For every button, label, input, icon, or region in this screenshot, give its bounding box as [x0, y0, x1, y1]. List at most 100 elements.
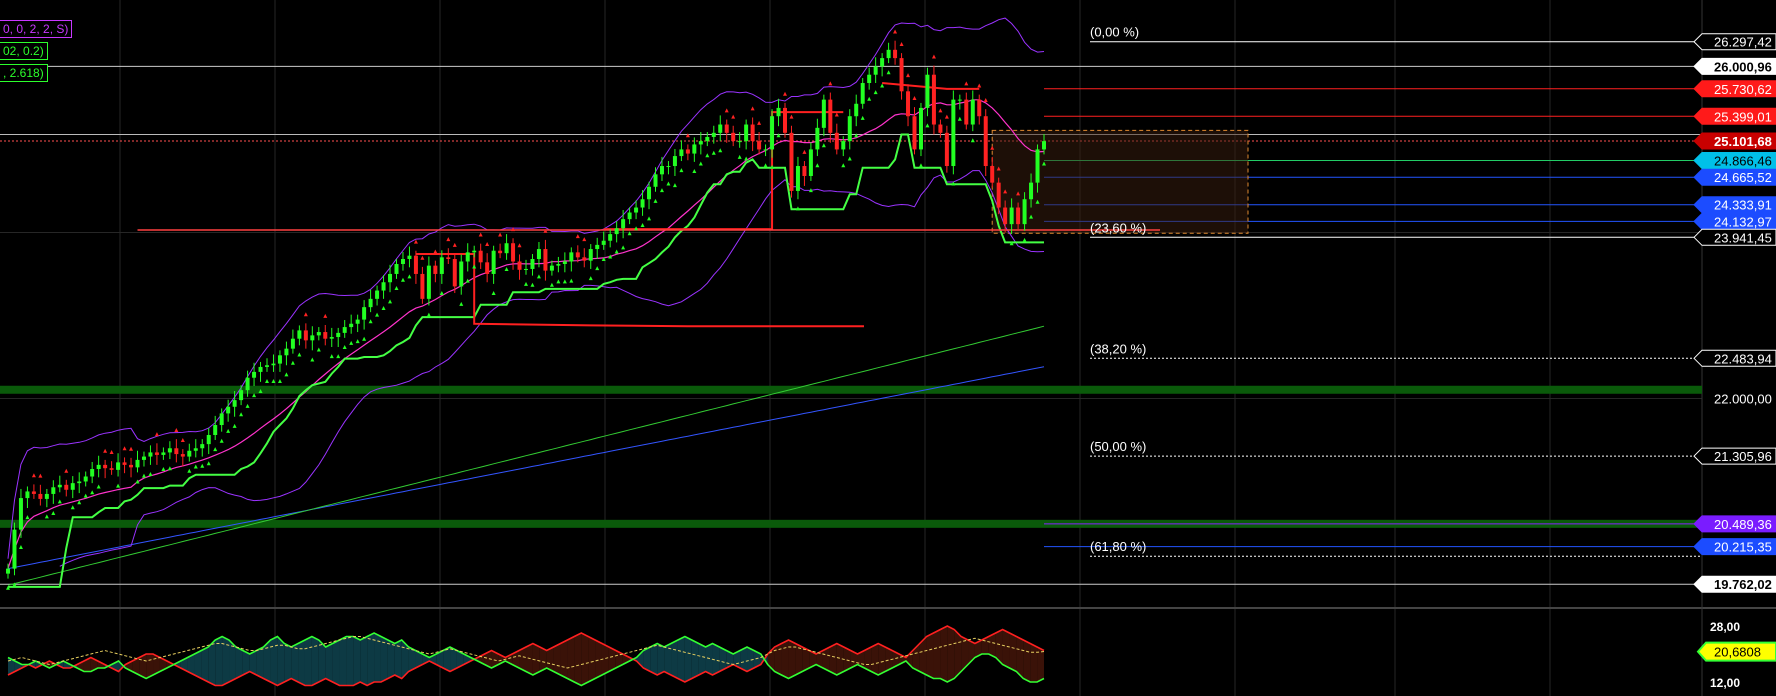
- oscillator-fill: [484, 650, 492, 668]
- candle-body: [336, 332, 341, 338]
- candle-body: [718, 124, 723, 133]
- sar-dot: [498, 232, 503, 237]
- sar-dot: [388, 299, 393, 304]
- oscillator-fill: [346, 636, 354, 686]
- candle-body: [776, 107, 781, 117]
- sar-dot: [925, 123, 930, 128]
- price-axis[interactable]: 26.297,42 26.000,96 25.730,62 25.399,01 25.1…: [1693, 33, 1776, 593]
- oscillator-fill: [788, 640, 796, 679]
- resistance-line: [603, 111, 844, 231]
- sar-dot: [808, 188, 813, 193]
- oscillator-fill: [360, 636, 368, 686]
- candle-body: [180, 454, 185, 457]
- sar-dot: [174, 428, 179, 433]
- sar-dot: [70, 505, 75, 510]
- oscillator-fill: [63, 661, 71, 668]
- legend-indicator-3[interactable]: , 2.618): [0, 64, 48, 82]
- oscillator-fill: [415, 650, 423, 668]
- candle-body: [789, 132, 794, 191]
- sar-dot: [841, 163, 846, 168]
- candle-body: [517, 261, 522, 270]
- sar-dot: [815, 163, 820, 168]
- candle-body: [1042, 141, 1046, 150]
- sar-dot: [252, 393, 257, 398]
- oscillator-fill: [740, 647, 748, 672]
- oscillator-fill: [408, 647, 416, 672]
- sar-dot: [595, 266, 600, 271]
- oscillator-fill: [291, 643, 299, 682]
- sar-dot: [672, 183, 677, 188]
- candle-body: [957, 99, 962, 101]
- sar-dot: [1003, 189, 1008, 194]
- sar-dot: [556, 279, 561, 284]
- candle-body: [1016, 207, 1021, 225]
- candle-body: [167, 448, 172, 453]
- legend-indicator-1[interactable]: 0, 0, 2, 2, S): [0, 20, 73, 38]
- di-minus-line: [7, 625, 1045, 687]
- sar-dot: [439, 291, 444, 296]
- oscillator-current-value: 20,6808: [1714, 645, 1761, 660]
- sar-dot: [420, 255, 425, 260]
- candle-body: [627, 212, 632, 220]
- candle-body: [277, 355, 282, 364]
- candle-body: [873, 66, 878, 75]
- candle-body: [536, 249, 541, 260]
- sar-dot: [135, 479, 140, 484]
- sar-dot: [316, 347, 321, 352]
- candle-body: [109, 468, 114, 470]
- legend-indicator-2[interactable]: 02, 0.2): [0, 42, 48, 60]
- sar-dot: [103, 448, 108, 453]
- candle-body: [310, 335, 315, 341]
- sar-dot: [375, 312, 380, 317]
- oscillator-fill: [284, 643, 292, 682]
- sar-dot: [141, 473, 146, 478]
- sar-dot: [167, 466, 172, 471]
- candle-body: [944, 132, 949, 167]
- candle-body: [698, 141, 703, 145]
- candle-body: [543, 249, 548, 271]
- oscillator-fill: [263, 640, 271, 682]
- candle-body: [808, 149, 813, 176]
- oscillator-fill: [919, 636, 927, 675]
- candle-body: [867, 74, 872, 84]
- sar-dot: [614, 249, 619, 254]
- candle-body: [524, 268, 528, 270]
- candle-body: [400, 259, 405, 264]
- sar-dot: [349, 340, 354, 345]
- range-box-rect: [991, 129, 1249, 234]
- sar-dot: [452, 242, 457, 247]
- candle-body: [213, 425, 218, 435]
- candle-body: [426, 265, 431, 299]
- oscillator-fill: [912, 643, 920, 672]
- candle-body: [219, 413, 224, 426]
- candle-body: [96, 464, 101, 470]
- candle-body: [1003, 207, 1008, 225]
- oscillator-fill: [532, 643, 540, 675]
- candle-body: [368, 298, 373, 308]
- fib-level-label: (50,00 %): [1090, 439, 1146, 454]
- sar-dot: [847, 156, 852, 161]
- sar-dot: [413, 239, 418, 244]
- oscillator-fill: [229, 640, 236, 682]
- oscillator-fill: [871, 643, 879, 675]
- oscillator-fill: [512, 650, 520, 668]
- candle-body: [763, 149, 768, 151]
- sar-dot: [634, 226, 639, 231]
- price-label: 24.665,52: [1714, 170, 1772, 185]
- sar-dot: [802, 149, 807, 154]
- candle-body: [284, 348, 289, 356]
- candle-body: [329, 337, 334, 339]
- candle-body: [854, 103, 859, 117]
- candle-body: [232, 400, 237, 407]
- support-band: [0, 519, 1702, 528]
- price-tag: [1693, 212, 1776, 230]
- oscillator-fill: [353, 636, 361, 686]
- sar-dot: [25, 515, 30, 520]
- candle-body: [983, 116, 988, 167]
- oscillator-fill: [747, 647, 754, 672]
- sar-dot: [899, 41, 904, 46]
- support-bands: [0, 385, 1702, 528]
- oscillator-fill: [539, 647, 547, 672]
- candle-body: [1029, 182, 1034, 200]
